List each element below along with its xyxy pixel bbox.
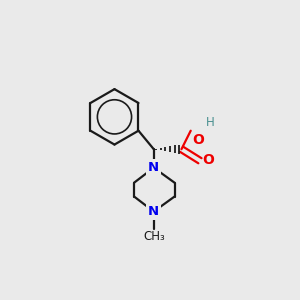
- Text: N: N: [148, 161, 159, 174]
- Text: H: H: [206, 116, 214, 129]
- Text: O: O: [192, 133, 204, 147]
- Text: O: O: [202, 153, 214, 167]
- Text: N: N: [148, 161, 159, 174]
- Text: CH₃: CH₃: [143, 230, 165, 243]
- Text: N: N: [148, 205, 159, 218]
- Text: N: N: [148, 205, 159, 218]
